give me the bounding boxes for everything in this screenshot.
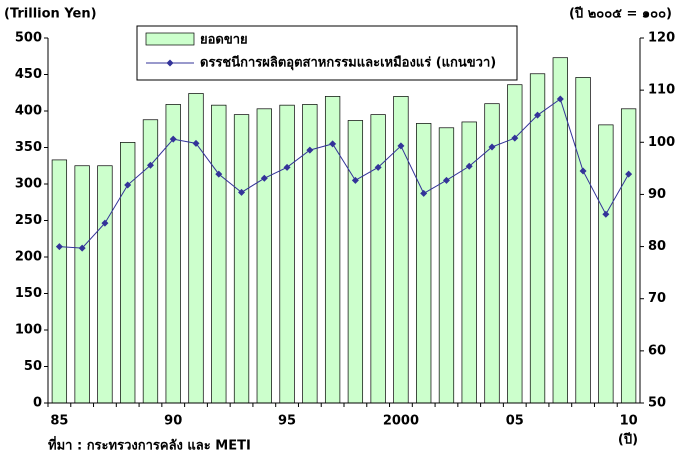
marker: [534, 111, 542, 119]
bar: [529, 73, 546, 404]
marker: [283, 163, 291, 171]
y-tick-label: 100: [15, 323, 42, 338]
bar: [620, 108, 637, 404]
bar: [120, 142, 136, 404]
bar: [370, 114, 386, 404]
x-tick-label: 05: [506, 414, 524, 429]
bar: [575, 77, 591, 404]
bar: [211, 104, 227, 404]
x-tick-label: 95: [278, 414, 296, 429]
marker: [55, 243, 63, 251]
marker: [579, 167, 587, 175]
y2-tick-label: 50: [648, 396, 666, 411]
marker: [488, 143, 496, 151]
legend-swatch: [166, 59, 174, 67]
marker: [306, 146, 314, 154]
x-tick-label: 2000: [383, 414, 419, 429]
bar: [347, 120, 364, 404]
y2-tick-label: 90: [648, 187, 666, 202]
x-tick-label: 85: [50, 414, 68, 429]
y2-tick-label: 110: [648, 83, 675, 98]
y2-tick-label: 120: [648, 31, 675, 46]
x-tick-label: 10: [620, 414, 638, 429]
marker: [78, 244, 86, 252]
marker: [374, 163, 382, 171]
marker: [215, 170, 223, 178]
bar: [74, 165, 90, 404]
y-tick-label: 450: [15, 67, 42, 82]
legend-label: ดรรชนีการผลิตอุตสาหกรรมและเหมืองแร่ (แกน…: [200, 55, 496, 71]
bar: [165, 104, 181, 404]
bar: [393, 96, 409, 404]
bar: [552, 57, 568, 404]
y-tick-label: 0: [33, 396, 42, 411]
marker: [442, 176, 450, 184]
marker: [124, 181, 132, 189]
bar: [233, 114, 250, 404]
y2-tick-label: 60: [648, 343, 666, 358]
y-tick-label: 500: [15, 31, 42, 46]
y-tick-label: 350: [15, 140, 42, 155]
y-tick-label: 400: [15, 104, 42, 119]
y2-tick-label: 80: [648, 239, 666, 254]
marker: [420, 189, 428, 197]
bar: [256, 108, 272, 404]
marker: [511, 134, 519, 142]
marker: [556, 95, 564, 103]
y-tick-label: 300: [15, 177, 42, 192]
x-axis-label: (ปี): [618, 432, 638, 448]
legend-label: ยอดขาย: [200, 33, 248, 48]
legend: [136, 25, 518, 81]
marker: [101, 219, 109, 227]
marker: [397, 142, 405, 150]
y-tick-label: 250: [15, 213, 42, 228]
y-tick-label: 200: [15, 250, 42, 265]
marker: [169, 135, 177, 143]
legend-swatch: [145, 32, 195, 46]
y2-tick-label: 100: [648, 135, 675, 150]
marker: [465, 162, 473, 170]
marker: [146, 161, 154, 169]
marker: [260, 174, 268, 182]
marker: [625, 170, 633, 178]
y2-axis-label: (ปี ๒๐๐๕ = ๑๐๐): [569, 6, 672, 22]
bar: [279, 104, 295, 404]
marker: [192, 139, 200, 147]
source: ที่มา : กระทรวงการคลัง และ METI: [48, 436, 251, 454]
marker: [238, 188, 246, 196]
marker: [329, 140, 337, 148]
bar: [598, 124, 614, 404]
y-tick-label: 150: [15, 286, 42, 301]
y-axis-label: (Trillion Yen): [4, 7, 97, 22]
bar: [438, 127, 455, 404]
line: [59, 98, 630, 249]
y2-tick-label: 70: [648, 291, 666, 306]
bar: [416, 123, 432, 404]
marker: [602, 210, 610, 218]
x-tick-label: 90: [164, 414, 182, 429]
bar: [51, 159, 68, 404]
marker: [351, 176, 359, 184]
y-tick-label: 50: [24, 359, 42, 374]
bar: [97, 165, 113, 404]
